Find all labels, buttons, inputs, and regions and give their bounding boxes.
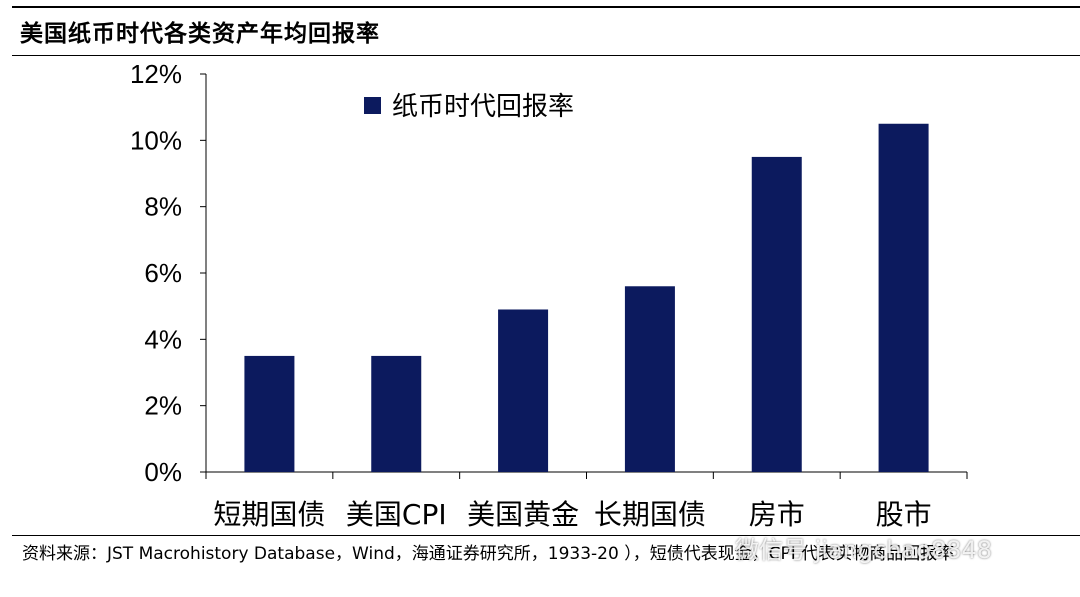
bar	[371, 355, 422, 472]
y-tick-label: 2%	[144, 391, 182, 421]
bar	[498, 309, 549, 472]
y-tick-label: 8%	[144, 192, 182, 222]
y-tick-label: 10%	[130, 125, 182, 155]
legend-swatch	[364, 97, 381, 114]
x-category-label: 房市	[749, 498, 805, 531]
title-rule	[12, 55, 1080, 56]
bar	[751, 156, 802, 472]
y-tick-label: 0%	[144, 457, 182, 487]
y-tick-label: 6%	[144, 258, 182, 288]
legend-label: 纸币时代回报率	[392, 92, 574, 122]
x-category-label: 美国CPI	[346, 498, 447, 531]
x-category-label: 美国黄金	[467, 498, 579, 531]
chart-title: 美国纸币时代各类资产年均回报率	[20, 20, 380, 47]
x-category-label: 长期国债	[594, 498, 706, 531]
bar-chart: 0% 2% 4% 6% 8% 10% 12% 短期国债 美国CPI 美国黄金 长期国债 房市 股市 纸币时…	[130, 59, 968, 531]
y-tick-label: 12%	[130, 59, 182, 89]
bar	[244, 355, 295, 472]
bar	[878, 123, 929, 472]
x-category-label: 短期国债	[213, 498, 325, 531]
source-note: 资料来源：JST Macrohistory Database，Wind，海通证券…	[22, 544, 955, 564]
y-tick-label: 4%	[144, 324, 182, 354]
x-category-label: 股市	[876, 498, 932, 531]
bottom-rule	[12, 535, 1080, 536]
bar	[624, 286, 675, 472]
top-rule	[12, 6, 1080, 8]
watermark: 微信号 jiangchao8848	[735, 536, 992, 564]
